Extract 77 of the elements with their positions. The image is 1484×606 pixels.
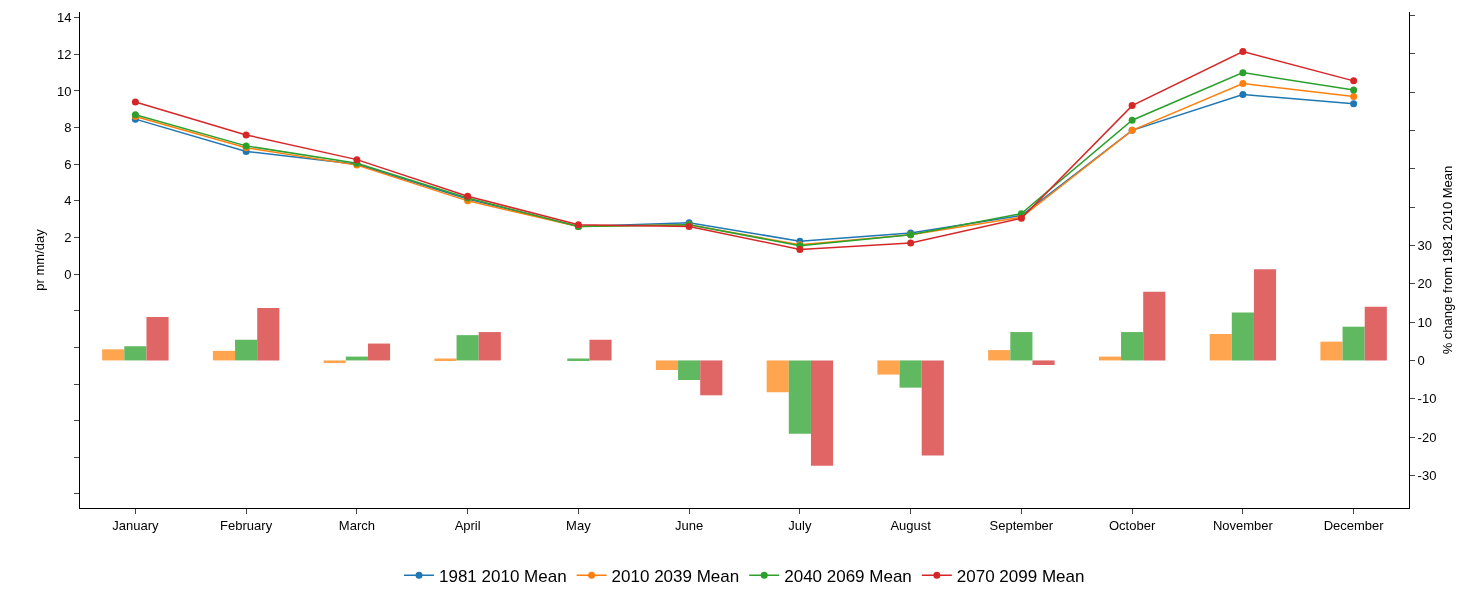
y-tick-label: 2	[64, 230, 72, 246]
y2-axis-title: % change from 1981 2010 Mean	[1439, 165, 1455, 355]
y-tick-label: 14	[56, 10, 72, 26]
bar	[146, 317, 169, 361]
y-tick-label: 6	[64, 156, 72, 172]
point	[1239, 91, 1247, 99]
point	[1350, 92, 1358, 100]
bar	[1364, 306, 1387, 361]
bar	[1143, 291, 1166, 361]
bar	[877, 360, 900, 375]
legend-label: 2010 2039 Mean	[611, 566, 740, 586]
legend-label: 2040 2069 Mean	[784, 566, 912, 586]
y-axis-title: pr mm/day	[32, 228, 47, 291]
bar	[678, 360, 701, 380]
bar	[1209, 333, 1232, 361]
y-tick-label: 0	[64, 266, 72, 282]
point	[1239, 48, 1247, 56]
bar	[102, 349, 125, 361]
point	[1128, 116, 1136, 124]
x-tick-label: April	[454, 517, 481, 533]
bar	[323, 360, 346, 364]
bar	[899, 360, 922, 388]
y-tick-label: 10	[56, 83, 72, 99]
bar	[235, 339, 258, 361]
bar	[655, 360, 679, 371]
legend-label: 2070 2099 Mean	[956, 566, 1085, 586]
point	[1239, 69, 1247, 77]
y-tick-label: 12	[56, 46, 72, 62]
bar	[988, 350, 1011, 361]
y2-tick-label: -10	[1417, 391, 1437, 407]
point	[1350, 77, 1358, 85]
bar	[589, 339, 612, 361]
bar	[1231, 312, 1254, 361]
bar	[810, 360, 834, 466]
bar	[788, 360, 811, 434]
point	[1350, 86, 1358, 94]
point	[242, 131, 250, 139]
x-tick-label: July	[788, 517, 812, 533]
point	[907, 239, 915, 247]
bar	[124, 346, 147, 361]
bar	[456, 335, 479, 361]
y2-tick-label: 30	[1417, 237, 1433, 253]
x-tick-label: December	[1323, 517, 1385, 533]
bar	[1121, 332, 1144, 361]
x-tick-label: June	[675, 517, 704, 533]
bar	[478, 332, 501, 361]
bar	[921, 360, 944, 456]
y2-tick-label: 10	[1417, 314, 1433, 330]
y2-tick-label: -20	[1417, 429, 1437, 445]
x-tick-label: February	[220, 517, 273, 533]
y2-tick-label: -30	[1417, 467, 1437, 483]
bar	[766, 360, 789, 393]
bar	[1342, 326, 1365, 361]
y2-tick-label: 0	[1417, 352, 1425, 368]
x-tick-label: November	[1212, 517, 1274, 533]
point	[1350, 100, 1358, 108]
bar	[257, 307, 280, 361]
x-tick-label: September	[989, 517, 1054, 533]
x-tick-label: August	[890, 517, 932, 533]
y-tick-label: 8	[64, 120, 72, 136]
point	[131, 98, 139, 106]
bar	[1010, 332, 1033, 361]
bar	[367, 343, 391, 361]
point	[1239, 80, 1247, 88]
x-tick-label: October	[1109, 517, 1156, 533]
bar	[700, 360, 723, 396]
bar	[1320, 341, 1343, 361]
y2-tick-label: 20	[1417, 276, 1433, 292]
x-tick-label: May	[566, 517, 592, 533]
bar	[212, 350, 236, 361]
bar	[1253, 269, 1277, 361]
bar	[1032, 360, 1055, 366]
y-tick-label: 4	[64, 193, 72, 209]
x-tick-label: January	[112, 517, 159, 533]
legend-label: 1981 2010 Mean	[439, 566, 567, 586]
x-tick-label: March	[338, 517, 375, 533]
point	[1128, 102, 1136, 110]
